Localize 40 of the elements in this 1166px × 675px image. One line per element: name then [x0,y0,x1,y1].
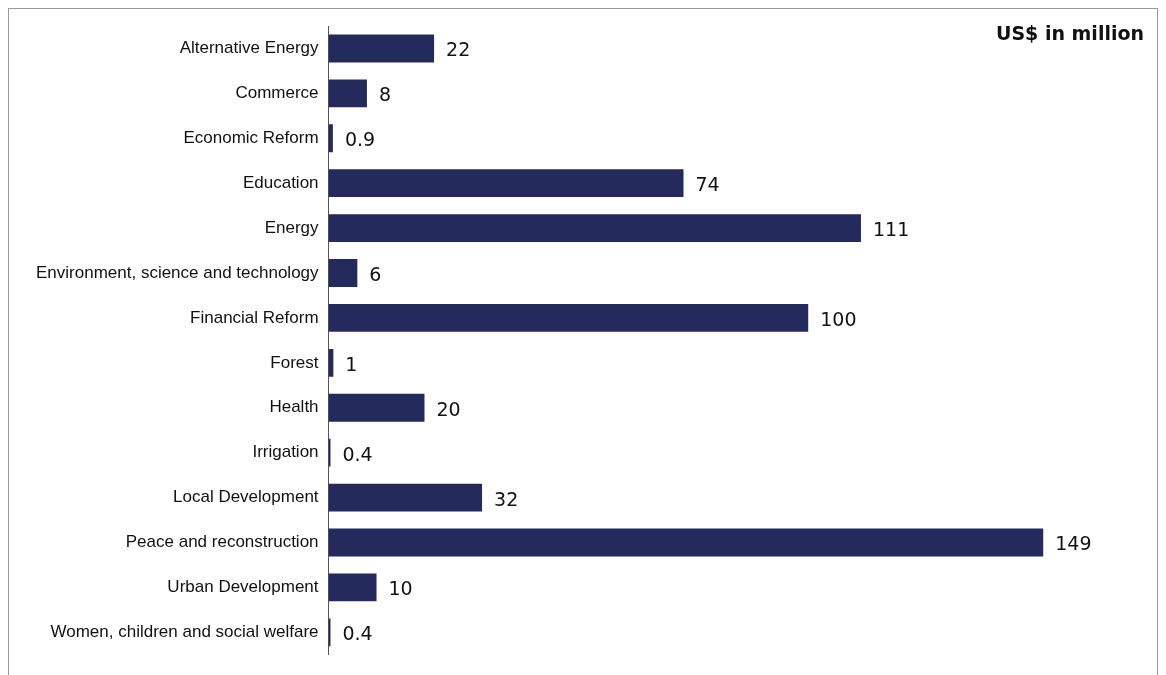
y-tick-label: Women, children and social welfare [50,622,319,642]
y-tick-label: Health [269,397,319,417]
data-label: 149 [1055,532,1092,555]
y-tick-label: Economic Reform [183,127,319,147]
y-tick-label: Urban Development [167,577,319,597]
bar [328,483,483,512]
y-tick-label: Environment, science and technology [36,262,320,282]
data-label: 0.4 [342,622,373,645]
y-tick-label: Local Development [173,487,319,507]
bar [328,304,809,332]
data-label: 0.9 [344,128,376,151]
data-label: 0.4 [342,442,373,465]
y-tick-label: Irrigation [252,442,319,462]
data-label: 32 [494,487,519,510]
data-label: 6 [369,262,382,285]
y-tick-label: Alternative Energy [179,38,320,58]
data-label: 111 [872,218,910,241]
bar [328,528,1044,557]
y-tick-label: Peace and reconstruction [125,532,319,552]
y-tick-label: Education [242,172,319,192]
data-label: 22 [446,38,471,61]
data-label: 100 [820,307,857,330]
bar [328,169,684,198]
y-tick-label: Commerce [235,83,319,103]
data-label: 8 [378,83,392,106]
bar [328,259,358,287]
data-label: 1 [345,352,358,375]
y-tick-label: Energy [264,217,320,237]
data-label: 20 [436,397,461,420]
bar [328,34,435,63]
chart-title: US$ in million [995,22,1144,44]
bar [328,79,367,108]
bar [328,573,377,602]
y-tick-label: Financial Reform [190,307,319,327]
y-tick-label: Forest [270,352,319,372]
bar [328,393,425,422]
bar [328,214,861,243]
data-label: 10 [388,577,413,600]
bar [328,124,333,153]
data-label: 74 [695,173,720,196]
